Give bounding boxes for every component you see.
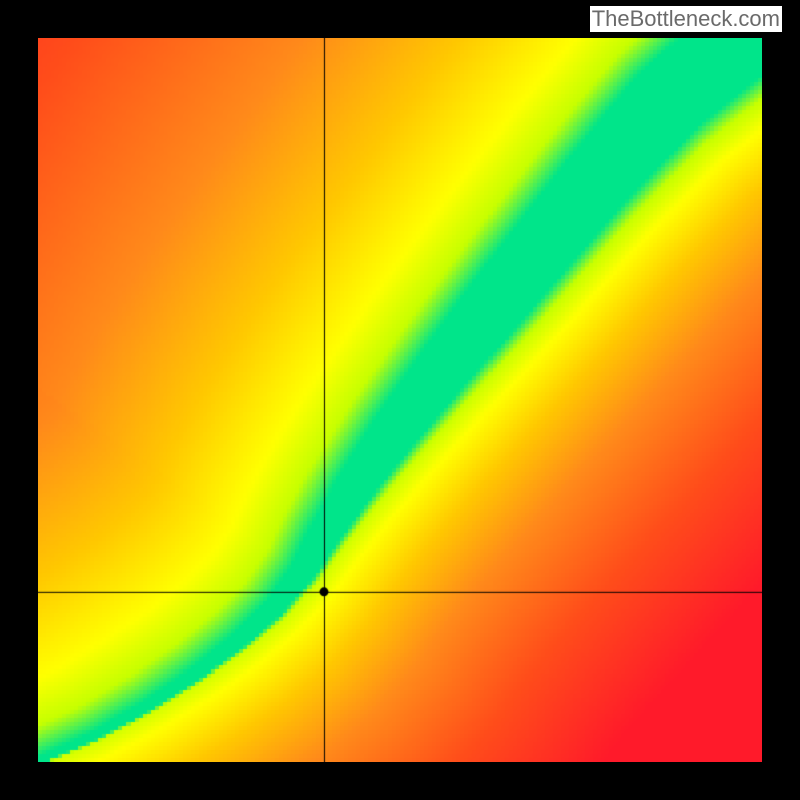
- heatmap-plot: [38, 38, 762, 762]
- attribution-label: TheBottleneck.com: [590, 6, 782, 32]
- heatmap-canvas: [38, 38, 762, 762]
- chart-container: TheBottleneck.com: [0, 0, 800, 800]
